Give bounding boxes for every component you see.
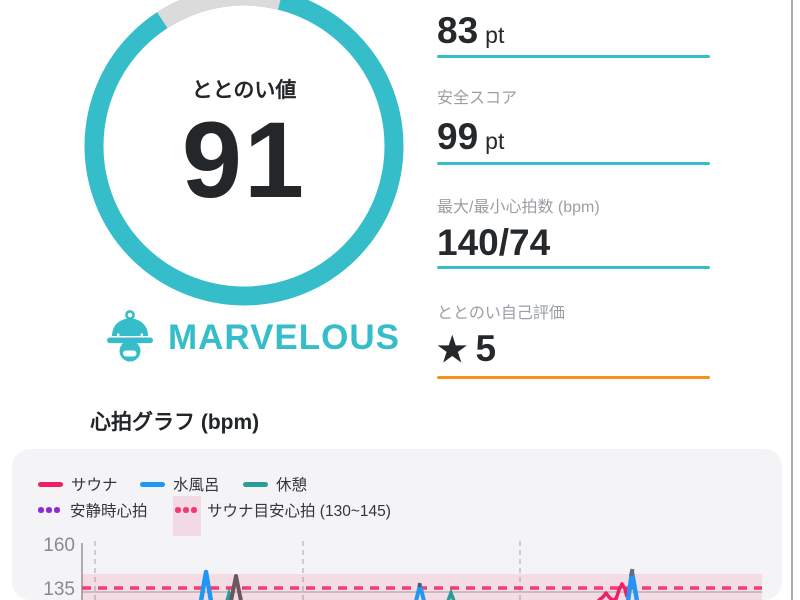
- legend-label: サウナ: [71, 477, 118, 494]
- self-rating-number: 5: [475, 328, 497, 369]
- heart-rate-range-underline: [437, 266, 710, 269]
- legend-label: サウナ目安心拍 (130~145): [207, 503, 391, 520]
- safety-score-number: 99: [437, 116, 479, 157]
- self-rating-underline: [437, 376, 710, 379]
- metric-score-value: 83 pt: [437, 10, 504, 52]
- rest-line-swatch: [243, 481, 268, 487]
- status-text: MARVELOUS: [168, 318, 400, 357]
- legend-item-rest: 休憩: [243, 475, 308, 494]
- legend-label: 休憩: [276, 477, 308, 494]
- target-hr-dots-swatch: [173, 496, 201, 537]
- self-rating-label: ととのい自己評価: [437, 305, 565, 322]
- self-rating-value: ★ 5: [437, 328, 496, 370]
- metric-score-unit: pt: [485, 22, 505, 48]
- legend-item-sauna: サウナ: [38, 475, 118, 494]
- legend-item-water-bath: 水風呂: [140, 475, 220, 494]
- legend-item-resting-hr: 安静時心拍: [38, 501, 148, 520]
- heart-rate-chart-card: サウナ 水風呂 休憩 安静時心拍 サウナ目安心拍 (130~145) 160 1…: [12, 449, 782, 600]
- totonoi-gauge-ring: [84, 0, 404, 306]
- safety-score-value: 99 pt: [437, 116, 504, 158]
- totonoi-gauge-value: 91: [181, 99, 307, 220]
- safety-score-unit: pt: [485, 128, 505, 154]
- target-band-swatch: [173, 496, 201, 537]
- legend-item-target-hr: サウナ目安心拍 (130~145): [173, 496, 391, 537]
- totonoi-gauge-label: ととのい値: [191, 79, 297, 102]
- resting-hr-dots-swatch: [38, 507, 62, 513]
- scrollbar-track[interactable]: [791, 0, 793, 600]
- status-row: MARVELOUS: [104, 309, 400, 368]
- heart-rate-range-label: 最大/最小心拍数 (bpm): [437, 199, 600, 216]
- star-icon: ★: [437, 331, 468, 369]
- water-line-swatch: [140, 481, 165, 487]
- sauna-line-swatch: [38, 481, 63, 487]
- legend-label: 水風呂: [173, 477, 220, 494]
- ytick-135: 135: [43, 579, 75, 600]
- chart-title: 心拍グラフ (bpm): [90, 411, 260, 434]
- heart-rate-plot: [81, 541, 762, 600]
- metric-score-number: 83: [437, 10, 479, 51]
- legend-label: 安静時心拍: [70, 503, 148, 520]
- ytick-160: 160: [43, 535, 75, 556]
- sauna-hat-icon: [104, 309, 156, 368]
- safety-score-label: 安全スコア: [437, 90, 518, 107]
- heart-rate-range-value: 140/74: [437, 222, 551, 263]
- safety-score-underline: [437, 162, 710, 165]
- metric-score-underline: [437, 55, 710, 58]
